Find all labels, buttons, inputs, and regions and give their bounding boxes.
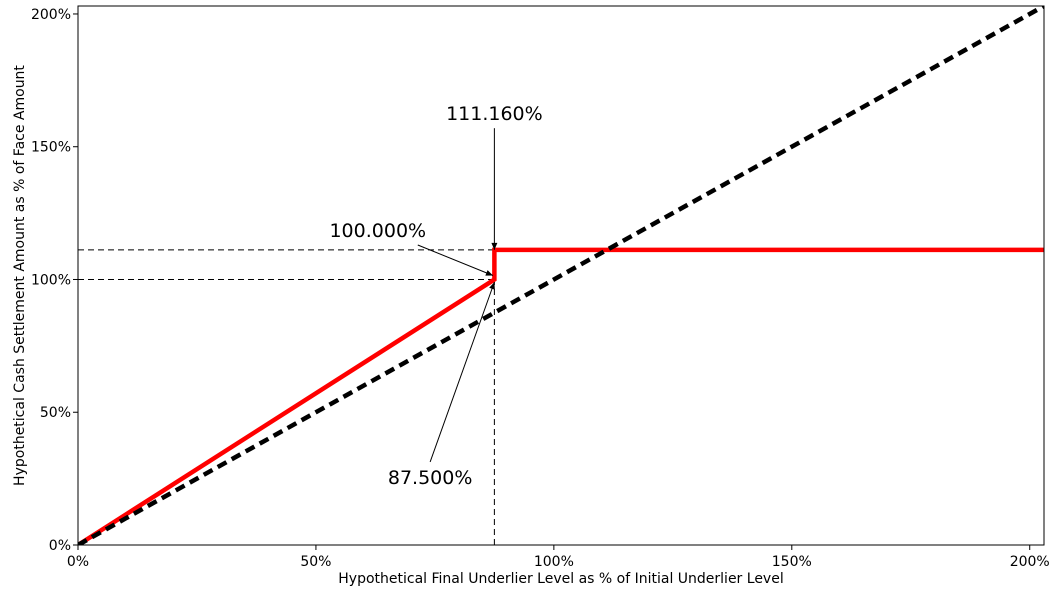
y-tick-label: 200% (31, 7, 71, 23)
axis-ticks: 0% 50% 100% 150% 200% 0% 50% 100% 150% 200% (31, 7, 1050, 570)
x-tick-label: 100% (534, 554, 574, 570)
y-axis-label: Hypothetical Cash Settlement Amount as %… (12, 65, 28, 486)
x-tick-label: 0% (67, 554, 89, 570)
x-axis-label: Hypothetical Final Underlier Level as % … (338, 571, 783, 587)
annotation-label-3: 87.500% (388, 467, 473, 489)
reference-lines (78, 249, 495, 545)
series-line-solid (78, 247, 1044, 545)
series-line-dashed (78, 6, 1044, 545)
plot-area-frame (77, 5, 1045, 546)
annotation-arrow-3 (429, 281, 495, 463)
x-tick-label: 50% (300, 554, 331, 570)
annotations: 111.160% 100.000% 87.500% (329, 103, 542, 489)
y-tick-label: 100% (31, 272, 71, 288)
y-tick-label: 0% (49, 538, 71, 554)
x-tick-label: 150% (772, 554, 812, 570)
annotation-arrowhead-3 (489, 282, 495, 290)
annotation-arrowhead-2 (485, 270, 493, 276)
annotation-arrow-2 (417, 244, 494, 276)
annotation-label-2: 100.000% (329, 220, 426, 242)
y-tick-label: 50% (40, 405, 71, 421)
annotation-label-1: 111.160% (446, 103, 543, 125)
x-tick-label: 200% (1010, 554, 1050, 570)
annotation-arrowhead-1 (491, 242, 498, 250)
series-layer (78, 6, 1044, 545)
y-tick-label: 150% (31, 140, 71, 156)
